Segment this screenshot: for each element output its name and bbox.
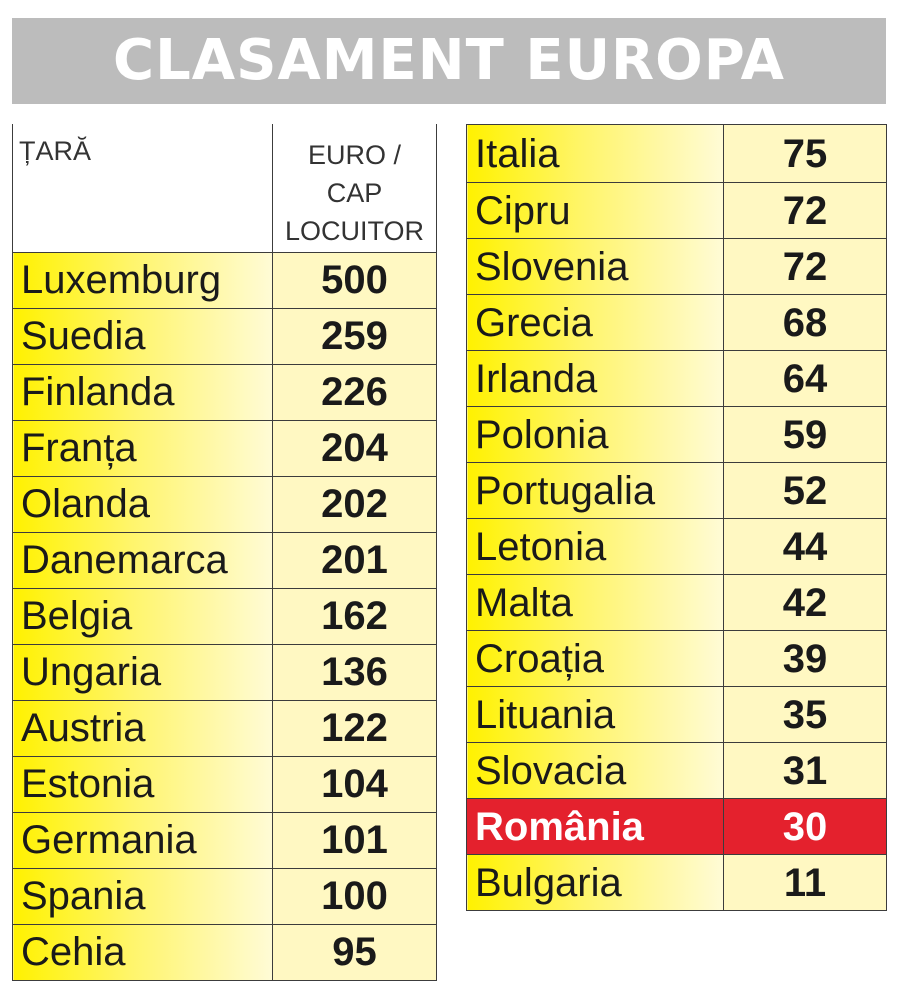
value-cell: 104 bbox=[272, 755, 437, 813]
table-row: Irlanda 64 bbox=[466, 350, 887, 407]
country-cell: Luxemburg bbox=[12, 251, 273, 309]
value-cell: 201 bbox=[272, 531, 437, 589]
value-cell: 35 bbox=[723, 686, 887, 743]
table-row: Olanda 202 bbox=[12, 475, 437, 533]
table-row: Lituania 35 bbox=[466, 686, 887, 743]
table-row: Austria 122 bbox=[12, 699, 437, 757]
country-cell: Finlanda bbox=[12, 363, 273, 421]
country-cell: Bulgaria bbox=[466, 854, 724, 911]
header-value-line1: EURO / bbox=[307, 140, 401, 170]
table-row: Portugalia 52 bbox=[466, 462, 887, 519]
table-header: ȚARĂ EURO / CAP LOCUITOR bbox=[12, 124, 437, 253]
country-cell: Belgia bbox=[12, 587, 273, 645]
value-cell: 136 bbox=[272, 643, 437, 701]
table-row: Slovacia 31 bbox=[466, 742, 887, 799]
country-cell: Spania bbox=[12, 867, 273, 925]
value-cell: 39 bbox=[723, 630, 887, 687]
country-cell: Ungaria bbox=[12, 643, 273, 701]
country-cell: Olanda bbox=[12, 475, 273, 533]
table-row: Malta 42 bbox=[466, 574, 887, 631]
value-cell: 226 bbox=[272, 363, 437, 421]
value-cell: 30 bbox=[723, 798, 887, 855]
title-bar: CLASAMENT EUROPA bbox=[12, 18, 886, 104]
country-cell: Slovacia bbox=[466, 742, 724, 799]
country-cell: Portugalia bbox=[466, 462, 724, 519]
country-cell: Suedia bbox=[12, 307, 273, 365]
value-cell: 52 bbox=[723, 462, 887, 519]
table-row: Croația 39 bbox=[466, 630, 887, 687]
table-row: Cipru 72 bbox=[466, 182, 887, 239]
value-cell: 500 bbox=[272, 251, 437, 309]
value-cell: 100 bbox=[272, 867, 437, 925]
header-value: EURO / CAP LOCUITOR bbox=[272, 124, 437, 253]
value-cell: 101 bbox=[272, 811, 437, 869]
table-row: Danemarca 201 bbox=[12, 531, 437, 589]
ranking-table-left: ȚARĂ EURO / CAP LOCUITOR Luxemburg 500 Sue… bbox=[12, 124, 437, 981]
value-cell: 202 bbox=[272, 475, 437, 533]
country-cell: Austria bbox=[12, 699, 273, 757]
ranking-table-right: Italia 75 Cipru 72 Slovenia 72 Grecia 68 Irlanda… bbox=[466, 124, 887, 911]
value-cell: 64 bbox=[723, 350, 887, 407]
table-row: Cehia 95 bbox=[12, 923, 437, 981]
value-cell: 75 bbox=[723, 124, 887, 183]
table-row: Spania 100 bbox=[12, 867, 437, 925]
table-row: Slovenia 72 bbox=[466, 238, 887, 295]
country-cell: Italia bbox=[466, 124, 724, 183]
table-row: Suedia 259 bbox=[12, 307, 437, 365]
table-row: Italia 75 bbox=[466, 124, 887, 183]
value-cell: 11 bbox=[723, 854, 887, 911]
chart-title: CLASAMENT EUROPA bbox=[112, 28, 786, 93]
value-cell: 122 bbox=[272, 699, 437, 757]
value-cell: 72 bbox=[723, 238, 887, 295]
country-cell: Slovenia bbox=[466, 238, 724, 295]
value-cell: 68 bbox=[723, 294, 887, 351]
country-cell: România bbox=[466, 798, 724, 855]
table-row: Grecia 68 bbox=[466, 294, 887, 351]
header-value-line3: LOCUITOR bbox=[284, 216, 425, 246]
header-country: ȚARĂ bbox=[12, 124, 273, 253]
value-cell: 31 bbox=[723, 742, 887, 799]
country-cell: Irlanda bbox=[466, 350, 724, 407]
table-row: Germania 101 bbox=[12, 811, 437, 869]
country-cell: Estonia bbox=[12, 755, 273, 813]
value-cell: 204 bbox=[272, 419, 437, 477]
table-row: Letonia 44 bbox=[466, 518, 887, 575]
table-row: Luxemburg 500 bbox=[12, 251, 437, 309]
value-cell: 95 bbox=[272, 923, 437, 981]
country-cell: Cipru bbox=[466, 182, 724, 239]
table-row: Belgia 162 bbox=[12, 587, 437, 645]
country-cell: Germania bbox=[12, 811, 273, 869]
table-row: Estonia 104 bbox=[12, 755, 437, 813]
value-cell: 72 bbox=[723, 182, 887, 239]
country-cell: Danemarca bbox=[12, 531, 273, 589]
country-cell: Malta bbox=[466, 574, 724, 631]
header-value-line2: CAP bbox=[326, 178, 383, 208]
table-row: Polonia 59 bbox=[466, 406, 887, 463]
table-row: Finlanda 226 bbox=[12, 363, 437, 421]
value-cell: 44 bbox=[723, 518, 887, 575]
country-cell: Grecia bbox=[466, 294, 724, 351]
country-cell: Franța bbox=[12, 419, 273, 477]
country-cell: Croația bbox=[466, 630, 724, 687]
table-row: Ungaria 136 bbox=[12, 643, 437, 701]
value-cell: 42 bbox=[723, 574, 887, 631]
country-cell: Letonia bbox=[466, 518, 724, 575]
country-cell: Cehia bbox=[12, 923, 273, 981]
value-cell: 259 bbox=[272, 307, 437, 365]
table-row: Franța 204 bbox=[12, 419, 437, 477]
country-cell: Lituania bbox=[466, 686, 724, 743]
table-row-highlighted: România 30 bbox=[466, 798, 887, 855]
table-row: Bulgaria 11 bbox=[466, 854, 887, 911]
country-cell: Polonia bbox=[466, 406, 724, 463]
value-cell: 162 bbox=[272, 587, 437, 645]
value-cell: 59 bbox=[723, 406, 887, 463]
